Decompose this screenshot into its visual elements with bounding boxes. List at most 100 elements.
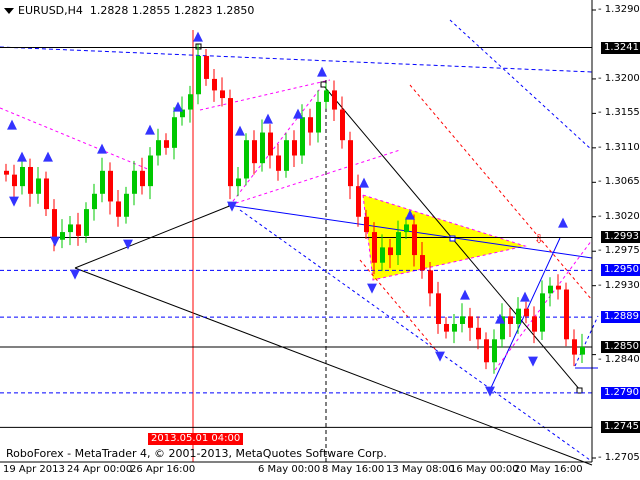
up-fractal-arrow-icon: ▲ xyxy=(97,141,107,156)
channel-line xyxy=(359,259,441,356)
candle-body xyxy=(204,55,209,79)
candle-body xyxy=(44,178,49,210)
price-tick: 1.2840 xyxy=(598,354,640,366)
candle xyxy=(436,281,441,334)
time-tick: 8 May 16:00 xyxy=(322,464,385,475)
up-fractal-arrow-icon: ▲ xyxy=(17,149,27,164)
candle-body xyxy=(404,224,409,233)
candle xyxy=(220,77,225,107)
price-tick: 1.3065 xyxy=(598,176,640,188)
price-tick: 1.3200 xyxy=(598,73,640,85)
candle-body xyxy=(572,339,577,355)
candle-body xyxy=(436,293,441,324)
candle xyxy=(492,329,497,374)
channel-line xyxy=(449,19,593,151)
up-fractal-arrow-icon: ▲ xyxy=(460,287,470,302)
candle-body xyxy=(244,140,249,179)
time-tick: 19 Apr 2013 xyxy=(3,464,65,475)
up-fractal-arrow-icon: ▲ xyxy=(43,149,53,164)
up-fractal-arrow-icon: ▲ xyxy=(495,311,505,326)
down-fractal-arrow-icon: ▼ xyxy=(9,194,19,209)
candle-body xyxy=(116,201,121,217)
candle xyxy=(324,83,329,109)
candle-body xyxy=(172,117,177,148)
candle xyxy=(348,131,353,200)
candle xyxy=(260,119,265,172)
candle-body xyxy=(212,78,217,91)
down-fractal-arrow-icon: ▼ xyxy=(435,349,445,364)
candle-body xyxy=(548,285,553,294)
candle xyxy=(500,303,505,348)
candle xyxy=(44,171,49,217)
up-fractal-arrow-icon: ▲ xyxy=(193,29,203,44)
down-fractal-arrow-icon: ▼ xyxy=(227,199,237,214)
candle-body xyxy=(420,255,425,271)
down-fractal-arrow-icon: ▼ xyxy=(367,281,377,296)
candle-body xyxy=(76,224,81,236)
trendline xyxy=(227,204,593,259)
trendline xyxy=(199,79,331,111)
candle xyxy=(140,157,145,195)
candle xyxy=(196,44,201,105)
up-fractal-arrow-icon: ▲ xyxy=(405,207,415,222)
fractal-arrows: ▲ ▲ ▲ ▲ ▲ ▲ ▲ ▲ ▲ ▲ ▲ ▲ ▲ ▲ ▲ ▲ ▲ ▼ ▼ ▼ ▼ ▼ ▼ ▼ ▼ ▼ xyxy=(7,29,568,399)
copyright-text: RoboForex - MetaTrader 4, © 2001-2013, M… xyxy=(6,447,387,460)
candle-body xyxy=(4,170,9,175)
candle-body xyxy=(36,178,41,194)
candle-body xyxy=(180,109,185,118)
candle xyxy=(332,80,337,122)
candle xyxy=(276,144,281,181)
level-price-label: 1.2993 xyxy=(601,231,640,244)
candle-body xyxy=(524,308,529,317)
candle xyxy=(508,307,513,337)
up-fractal-arrow-icon: ▲ xyxy=(558,215,568,230)
candle-body xyxy=(540,293,545,332)
candle xyxy=(36,166,41,204)
candle-body xyxy=(500,316,505,340)
candle xyxy=(476,316,481,350)
price-tick: 1.3155 xyxy=(598,107,640,119)
candle xyxy=(188,85,193,123)
candle xyxy=(4,163,9,182)
candle-body xyxy=(100,170,105,194)
up-fractal-arrow-icon: ▲ xyxy=(235,123,245,138)
candle xyxy=(132,160,137,206)
candle-body xyxy=(492,339,497,363)
candle xyxy=(420,242,425,279)
candle-body xyxy=(532,316,537,332)
candle xyxy=(412,214,417,267)
candles xyxy=(4,44,585,374)
candle-body xyxy=(556,285,561,290)
candle-body xyxy=(84,209,89,236)
anchor-point xyxy=(449,235,456,242)
candle-body xyxy=(460,316,465,324)
down-fractal-arrow-icon: ▼ xyxy=(50,234,60,249)
down-arrow-icon: ⇩ xyxy=(534,232,544,246)
candle xyxy=(444,317,449,339)
candle xyxy=(20,153,25,195)
candle xyxy=(364,209,369,239)
candle xyxy=(484,332,489,370)
candle xyxy=(148,147,153,200)
candle xyxy=(380,234,385,272)
price-tick-marks xyxy=(592,9,596,459)
candle-body xyxy=(236,178,241,187)
candle-body xyxy=(516,308,521,324)
candle-body xyxy=(12,174,17,187)
candle xyxy=(556,274,561,300)
candle-body xyxy=(380,247,385,263)
price-tick: 1.3110 xyxy=(598,142,640,154)
candle xyxy=(108,162,113,215)
candle xyxy=(60,219,65,249)
candle-body xyxy=(508,316,513,324)
down-fractal-arrow-icon: ▼ xyxy=(123,237,133,252)
candle-body xyxy=(124,193,129,217)
price-tick: 1.2705 xyxy=(598,452,640,464)
dropdown-triangle-icon[interactable] xyxy=(4,8,14,14)
candle-body xyxy=(580,346,585,355)
candle xyxy=(92,183,97,221)
level-price-label: 1.2889 xyxy=(601,311,640,324)
candle-body xyxy=(412,224,417,256)
time-tick: 6 May 00:00 xyxy=(258,464,321,475)
